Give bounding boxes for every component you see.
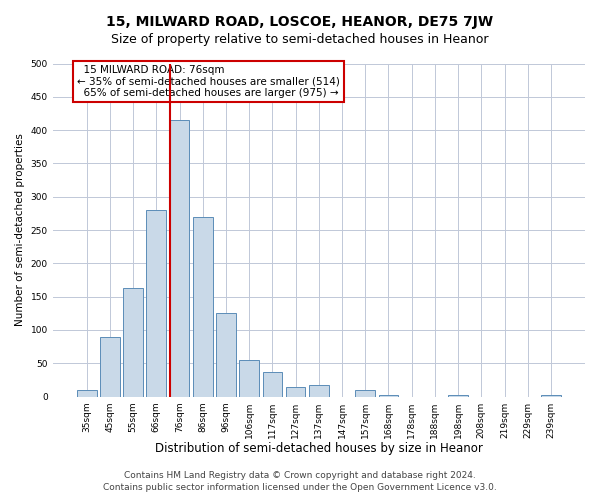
Bar — [216, 314, 236, 396]
Bar — [309, 386, 329, 396]
Text: Contains HM Land Registry data © Crown copyright and database right 2024.
Contai: Contains HM Land Registry data © Crown c… — [103, 471, 497, 492]
Bar — [123, 288, 143, 397]
Bar — [355, 390, 375, 396]
Bar — [77, 390, 97, 396]
Bar — [146, 210, 166, 396]
Bar — [100, 336, 120, 396]
Bar — [379, 394, 398, 396]
Bar — [286, 386, 305, 396]
Bar — [239, 360, 259, 397]
Y-axis label: Number of semi-detached properties: Number of semi-detached properties — [15, 134, 25, 326]
Bar — [263, 372, 282, 396]
Bar — [193, 216, 212, 396]
Text: 15, MILWARD ROAD, LOSCOE, HEANOR, DE75 7JW: 15, MILWARD ROAD, LOSCOE, HEANOR, DE75 7… — [106, 15, 494, 29]
Bar — [170, 120, 190, 396]
Text: Size of property relative to semi-detached houses in Heanor: Size of property relative to semi-detach… — [111, 32, 489, 46]
Text: 15 MILWARD ROAD: 76sqm
← 35% of semi-detached houses are smaller (514)
  65% of : 15 MILWARD ROAD: 76sqm ← 35% of semi-det… — [77, 65, 340, 98]
Bar — [541, 394, 561, 396]
X-axis label: Distribution of semi-detached houses by size in Heanor: Distribution of semi-detached houses by … — [155, 442, 483, 455]
Bar — [448, 394, 468, 396]
